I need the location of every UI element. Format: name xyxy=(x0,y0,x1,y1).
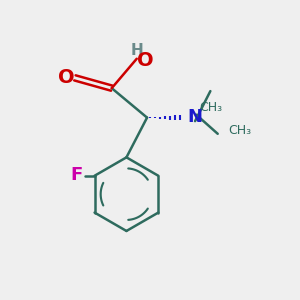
Text: N: N xyxy=(188,108,202,126)
Text: CH₃: CH₃ xyxy=(200,100,223,113)
Text: O: O xyxy=(137,51,153,70)
Text: H: H xyxy=(130,43,143,58)
Text: F: F xyxy=(71,166,83,184)
Text: O: O xyxy=(58,68,75,87)
Text: CH₃: CH₃ xyxy=(228,124,251,137)
